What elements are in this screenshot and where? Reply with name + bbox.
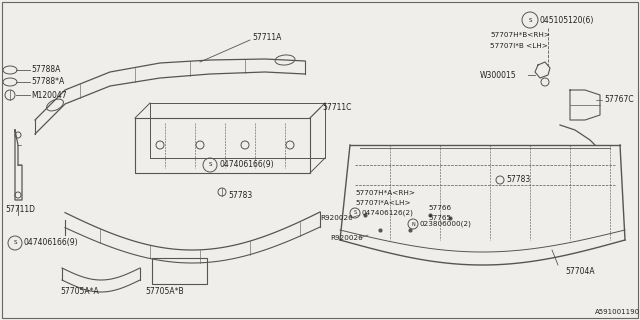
Text: 57766: 57766 (428, 205, 451, 211)
Text: S: S (208, 163, 212, 167)
Text: 57704A: 57704A (565, 268, 595, 276)
Text: R920026: R920026 (330, 235, 363, 241)
Text: S: S (353, 211, 356, 215)
Text: 57765: 57765 (428, 215, 451, 221)
Text: W300015: W300015 (480, 70, 516, 79)
Text: 57788A: 57788A (31, 66, 60, 75)
Text: 57788*A: 57788*A (31, 77, 64, 86)
Text: 023806000(2): 023806000(2) (420, 221, 472, 227)
Text: 047406126(2): 047406126(2) (362, 210, 414, 216)
Text: 57705A*B: 57705A*B (146, 287, 184, 297)
Text: R920026: R920026 (320, 215, 353, 221)
Text: 045105120(6): 045105120(6) (540, 15, 595, 25)
Text: N: N (411, 221, 415, 227)
Text: A591001190: A591001190 (595, 309, 640, 315)
Text: 57711A: 57711A (252, 34, 282, 43)
Text: 047406166(9): 047406166(9) (219, 161, 274, 170)
Text: S: S (528, 18, 532, 22)
Text: 57705A*A: 57705A*A (61, 287, 99, 297)
Text: 57783: 57783 (506, 175, 531, 185)
Text: 57783: 57783 (228, 191, 252, 201)
Text: 57767C: 57767C (604, 95, 634, 105)
Text: S: S (13, 241, 17, 245)
Bar (152, 258, 207, 284)
Text: 57707H*B<RH>: 57707H*B<RH> (490, 32, 550, 38)
Text: 57707I*B <LH>: 57707I*B <LH> (490, 43, 548, 49)
Text: 57711D: 57711D (5, 205, 35, 214)
Text: 57711C: 57711C (322, 102, 351, 111)
Text: 57707H*A<RH>: 57707H*A<RH> (355, 190, 415, 196)
Text: 57707I*A<LH>: 57707I*A<LH> (355, 200, 411, 206)
Text: 047406166(9): 047406166(9) (24, 238, 79, 247)
Text: M120047: M120047 (31, 91, 67, 100)
